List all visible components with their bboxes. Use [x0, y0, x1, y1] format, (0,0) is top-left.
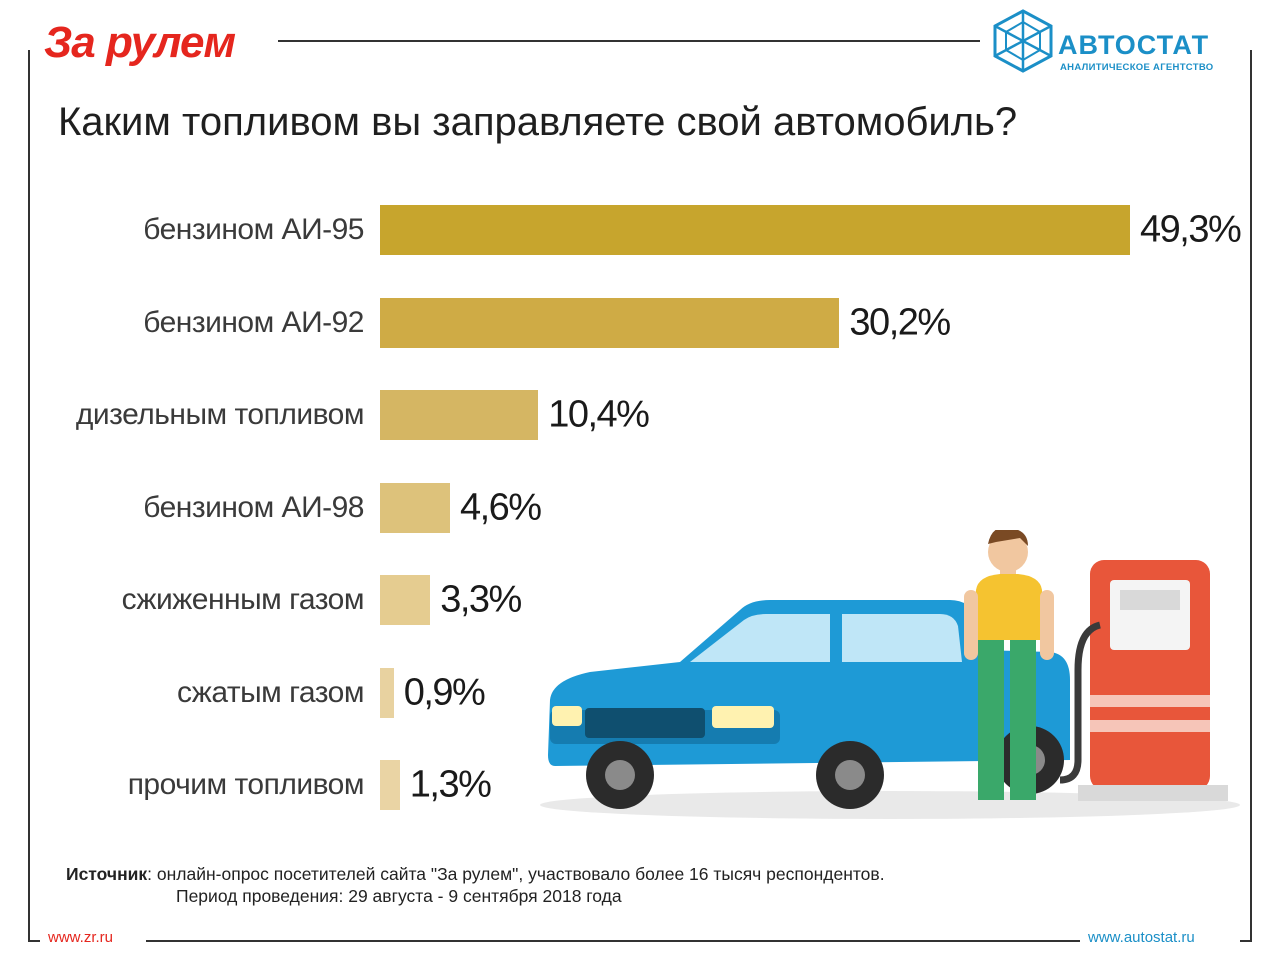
source-text: : онлайн-опрос посетителей сайта "За рул… [147, 864, 885, 884]
value-label: 49,3% [1140, 208, 1242, 251]
frame-gap-bottom-right [1080, 930, 1240, 950]
source-note: Источник: онлайн-опрос посетителей сайта… [66, 863, 885, 907]
footer-right-url[interactable]: www.autostat.ru [1088, 929, 1195, 946]
category-label: сжиженным газом [121, 583, 365, 616]
value-label: 1,3% [409, 763, 492, 806]
bar [380, 667, 394, 718]
footer-left-url[interactable]: www.zr.ru [48, 929, 114, 946]
autostat-subtitle: АНАЛИТИЧЕСКОЕ АГЕНТСТВО [1060, 62, 1214, 73]
category-label: дизельным топливом [75, 398, 365, 431]
category-label: бензином АИ-92 [143, 305, 364, 339]
value-label: 3,3% [440, 578, 522, 621]
bar [380, 390, 539, 440]
value-label: 10,4% [548, 393, 650, 436]
frame-gap-right [980, 30, 1256, 50]
survey-period: Период проведения: 29 августа - 9 сентяб… [176, 886, 622, 906]
chart-title: Каким топливом вы заправляете свой автом… [58, 100, 1018, 144]
autostat-logo: АВТОСТАТ АНАЛИТИЧЕСКОЕ АГЕНТСТВО [990, 8, 1240, 78]
frame-gap-left [26, 30, 278, 50]
value-label: 30,2% [849, 301, 951, 343]
frame-gap-bottom-left [40, 930, 146, 950]
frame [28, 40, 1252, 942]
category-label: бензином АИ-98 [143, 490, 364, 524]
bar [380, 482, 450, 533]
value-label: 4,6% [459, 486, 542, 528]
zr-logo: За рулем [44, 18, 236, 67]
category-label: бензином АИ-95 [143, 213, 364, 246]
source-label: Источник [66, 864, 148, 884]
category-label: сжатым газом [176, 675, 365, 709]
bar [380, 575, 431, 625]
autostat-name: АВТОСТАТ [1058, 30, 1210, 60]
car-refueling-illustration [540, 530, 1240, 819]
autostat-emblem-icon [993, 9, 1053, 73]
bar [380, 760, 400, 810]
bar [380, 297, 840, 348]
category-label: прочим топливом [127, 768, 365, 801]
bar [380, 205, 1130, 255]
value-label: 0,9% [403, 671, 486, 713]
